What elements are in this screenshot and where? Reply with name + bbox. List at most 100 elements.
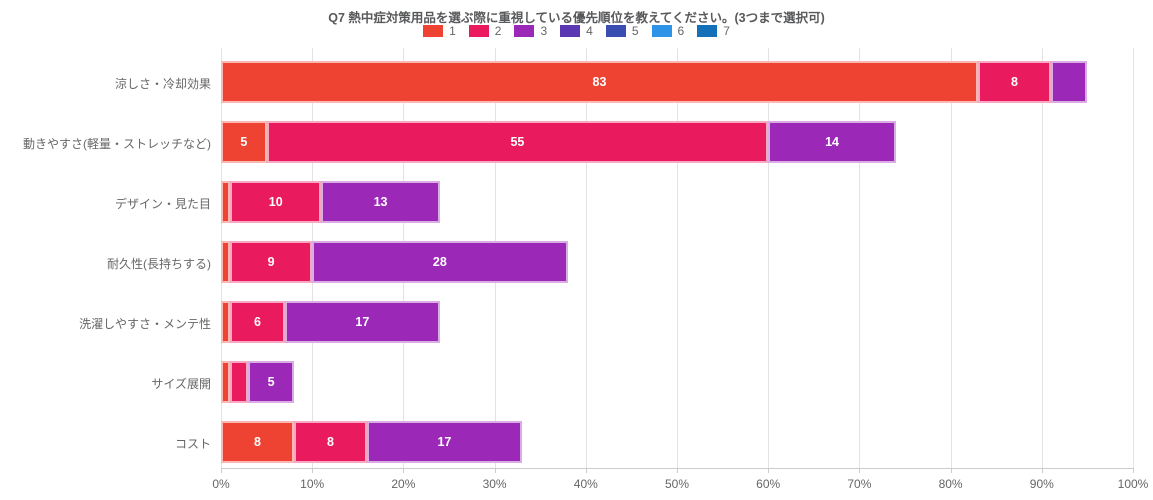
gridline [1041,48,1043,468]
segment-value-label: 10 [268,195,283,209]
category-label: 動きやすさ(軽量・ストレッチなど) [23,137,211,151]
bar-row: 6 17 [221,301,440,343]
x-axis-tick-label: 90% [1029,477,1054,491]
axis-tick [859,468,861,473]
x-axis-tick-label: 0% [212,477,230,491]
bar-segment-series-1[interactable]: 83 [221,61,978,103]
bar-segment-series-1[interactable] [221,301,231,343]
category-label: 洗濯しやすさ・メンテ性 [79,317,211,331]
legend-item-4[interactable]: 4 [560,24,593,38]
bar-row: 9 28 [221,241,568,283]
segment-value-label: 8 [1010,75,1018,89]
axis-tick [494,468,496,473]
axis-tick [221,468,222,473]
bar-segment-series-3[interactable]: 13 [321,181,440,223]
legend-swatch [423,25,444,37]
axis-tick [585,468,587,473]
legend-label: 2 [494,24,502,38]
segment-value-label: 5 [240,135,248,149]
legend-item-2[interactable]: 2 [468,24,502,38]
bar-segment-series-2[interactable]: 9 [230,241,313,283]
bar-segment-series-3[interactable]: 14 [768,121,896,163]
bar-row: 83 8 [221,61,1088,103]
x-axis-tick-label: 20% [391,477,416,491]
bar-segment-series-3[interactable]: 28 [312,241,568,283]
segment-value-label: 6 [253,315,261,329]
x-axis-tick-label: 60% [756,477,781,491]
category-label: 涼しさ・冷却効果 [114,77,211,91]
legend-swatch [514,25,535,37]
legend-label: 3 [540,24,548,38]
legend-item-5[interactable]: 5 [605,24,639,38]
category-label: サイズ展開 [151,377,211,391]
segment-value-label: 8 [326,435,334,449]
legend-swatch [468,25,489,37]
legend-item-3[interactable]: 3 [514,24,547,38]
bar-segment-series-2[interactable] [230,361,249,403]
bar-segment-series-3[interactable]: 5 [248,361,294,403]
x-axis-tick-label: 10% [300,477,325,491]
segment-value-label: 5 [267,375,275,389]
bar-segment-series-2[interactable]: 8 [977,61,1051,103]
segment-value-label: 83 [592,75,607,89]
bar-segment-series-2[interactable]: 10 [230,181,322,223]
bar-segment-series-1[interactable] [221,361,231,403]
gridline [677,48,678,468]
legend-label: 6 [677,24,685,38]
bar-segment-series-1[interactable] [221,241,231,283]
legend-swatch [651,25,672,37]
segment-value-label: 8 [254,435,261,449]
segment-value-label: 13 [373,195,388,209]
bar-segment-series-1[interactable]: 8 [221,421,294,463]
gridline [768,48,770,468]
bar-segment-series-3[interactable]: 17 [366,421,522,463]
legend-label: 7 [723,24,730,38]
x-axis-tick-label: 30% [482,477,507,491]
segment-value-label: 55 [510,135,525,149]
axis-tick [1041,468,1043,473]
bar-row: 8 8 17 [221,421,522,463]
chart-title: Q7 熱中症対策用品を選ぶ際に重視している優先順位を教えてください。(3つまで選… [328,11,825,25]
legend-label: 4 [586,24,593,38]
bar-segment-series-2[interactable]: 55 [266,121,769,163]
axis-tick [677,468,678,473]
axis-tick [768,468,770,473]
axis-tick [403,468,405,473]
gridline [950,48,952,468]
bar-segment-series-3[interactable] [1050,61,1088,103]
bar-segment-series-1[interactable]: 5 [221,121,267,163]
bar-segment-series-3[interactable]: 17 [284,301,440,343]
bar-row: 5 [221,361,294,403]
category-label: 耐久性(長持ちする) [107,257,211,271]
bar-segment-series-2[interactable]: 8 [293,421,367,463]
segment-value-label: 28 [432,255,447,269]
segment-value-label: 17 [355,315,370,329]
legend-item-7[interactable]: 7 [697,24,730,38]
legend-label: 5 [631,24,639,38]
axis-tick [1133,468,1134,473]
bar-segment-series-2[interactable]: 6 [230,301,285,343]
bar-segment-series-1[interactable] [221,181,231,223]
x-axis-line [221,468,1133,469]
segment-value-label: 9 [267,255,275,269]
segment-value-label: 17 [437,435,452,449]
category-label: デザイン・見た目 [114,197,211,211]
segment-value-label: 14 [825,135,839,149]
legend-swatch [697,25,718,37]
x-axis-tick-label: 70% [847,477,872,491]
bar-row: 10 13 [221,181,440,223]
gridline [859,48,861,468]
axis-tick [950,468,952,473]
x-axis-tick-label: 80% [938,477,963,491]
legend-swatch [560,25,581,37]
axis-tick [312,468,314,473]
bar-row: 5 55 14 [221,121,896,163]
x-axis-tick-label: 50% [664,477,690,491]
gridline [1133,48,1134,468]
legend-item-6[interactable]: 6 [651,24,685,38]
x-axis-tick-label: 40% [573,477,598,491]
gridline [585,48,587,468]
legend-item-1[interactable]: 1 [423,24,456,38]
legend: 1 2 3 4 5 6 7 [0,24,1153,38]
